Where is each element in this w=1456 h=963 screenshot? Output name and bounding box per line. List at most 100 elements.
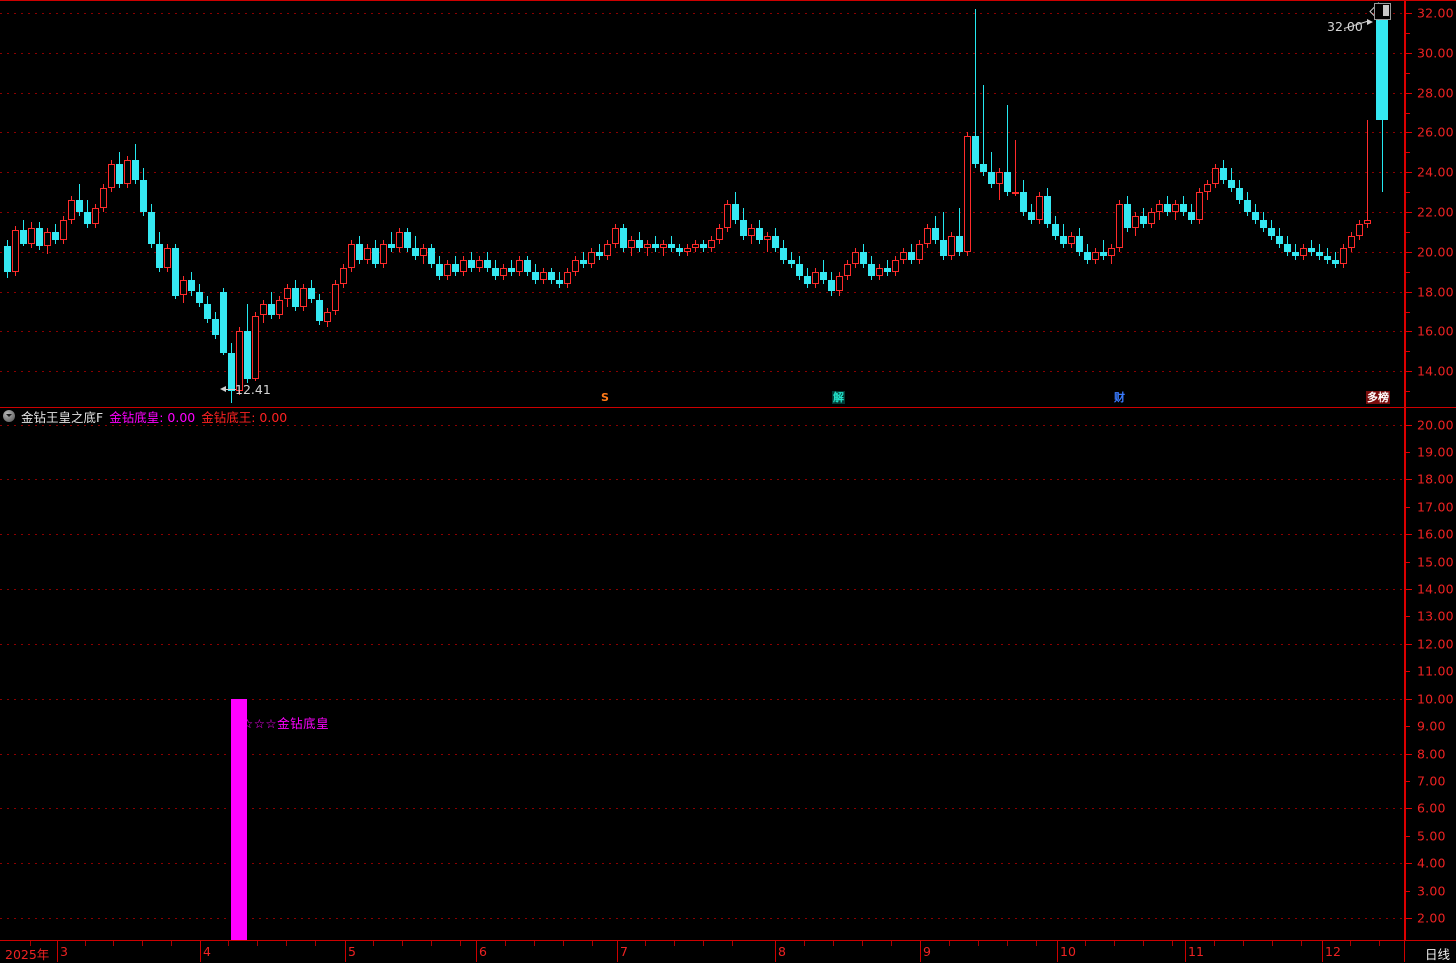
candle-wick bbox=[415, 235, 416, 260]
candle-body bbox=[684, 247, 691, 252]
candle-body bbox=[732, 204, 739, 220]
price-axis-line bbox=[1404, 1, 1406, 407]
candle-body bbox=[268, 303, 275, 316]
candle-wick bbox=[991, 152, 992, 189]
axis-tick-label: 28.00 bbox=[1417, 85, 1454, 100]
candle-body bbox=[1356, 223, 1363, 236]
news-marker-cai[interactable]: 财 bbox=[1114, 391, 1125, 404]
axis-tick bbox=[1406, 132, 1412, 134]
axis-tick-minor bbox=[1406, 451, 1410, 453]
axis-tick-minor bbox=[1406, 506, 1410, 508]
candle-body bbox=[124, 160, 131, 185]
news-marker-s[interactable]: S bbox=[601, 391, 609, 404]
candle-body bbox=[1244, 200, 1251, 212]
candle-body bbox=[148, 212, 155, 244]
time-tick-minor bbox=[1272, 941, 1273, 946]
axis-tick-label: 30.00 bbox=[1417, 45, 1454, 61]
time-tick-minor bbox=[833, 941, 834, 946]
axis-tick bbox=[1406, 331, 1412, 333]
candle-body bbox=[292, 287, 299, 308]
candle-body bbox=[620, 227, 627, 248]
axis-tick-label: 9.00 bbox=[1417, 718, 1446, 734]
axis-tick bbox=[1406, 698, 1412, 700]
time-axis-label: 8 bbox=[778, 944, 786, 959]
axis-tick bbox=[1406, 643, 1412, 645]
axis-tick-label: 2.00 bbox=[1417, 910, 1446, 926]
candle-body bbox=[1060, 235, 1067, 244]
candle-body bbox=[532, 271, 539, 280]
candle-body bbox=[180, 279, 187, 296]
candle-body bbox=[804, 275, 811, 284]
candle-body bbox=[356, 243, 363, 260]
candle-body bbox=[1364, 219, 1371, 224]
candle-body bbox=[876, 267, 883, 276]
panel-toggle-icon[interactable] bbox=[1374, 3, 1391, 20]
candle-body bbox=[212, 319, 219, 336]
axis-tick bbox=[1406, 371, 1412, 373]
axis-tick bbox=[1406, 424, 1412, 426]
time-tick-major bbox=[775, 941, 776, 962]
time-tick-minor bbox=[862, 941, 863, 946]
candle-body bbox=[764, 235, 771, 240]
axis-tick-minor bbox=[1406, 152, 1410, 154]
candle-body bbox=[444, 263, 451, 276]
period-separator bbox=[1404, 941, 1405, 962]
time-tick-minor bbox=[1379, 941, 1380, 946]
candle-body bbox=[428, 247, 435, 264]
top-border bbox=[0, 0, 1456, 1]
candle-body bbox=[940, 239, 947, 256]
time-tick-minor bbox=[30, 941, 31, 946]
price-y-axis[interactable]: 32.00 30.00 28.00 26.00 24.00 22.00 20.00 18.00… bbox=[1404, 1, 1456, 407]
candle-body bbox=[1140, 215, 1147, 224]
news-marker-jie[interactable]: 解 bbox=[832, 391, 845, 404]
candle-body bbox=[1348, 235, 1355, 248]
time-tick-minor bbox=[534, 941, 535, 946]
candle-wick bbox=[1007, 104, 1008, 196]
candle-wick bbox=[1367, 120, 1368, 228]
indicator-y-axis[interactable]: 20.00 19.00 18.00 17.00 16.00 15.00 14.00 13.00… bbox=[1404, 408, 1456, 940]
indicator-chart-panel[interactable]: ☆☆☆金钻底皇 bbox=[0, 408, 1404, 940]
axis-tick bbox=[1406, 808, 1412, 810]
candle-body bbox=[44, 231, 51, 246]
candle-body bbox=[788, 259, 795, 264]
candle-body bbox=[780, 247, 787, 260]
time-tick-minor bbox=[373, 941, 374, 946]
candle-body bbox=[1276, 235, 1283, 244]
axis-tick bbox=[1406, 479, 1412, 481]
time-tick-minor bbox=[113, 941, 114, 946]
candle-body bbox=[748, 227, 755, 236]
axis-tick-minor bbox=[1406, 112, 1410, 114]
candle-body bbox=[812, 271, 819, 284]
candle-wick bbox=[767, 231, 768, 252]
gridline bbox=[0, 331, 1404, 333]
time-tick-major bbox=[920, 941, 921, 962]
candle-wick bbox=[1319, 243, 1320, 260]
candle-body bbox=[412, 247, 419, 256]
axis-tick-label: 20.00 bbox=[1417, 417, 1454, 432]
news-marker-bang[interactable]: 多榜 bbox=[1366, 391, 1390, 404]
time-axis[interactable]: 日线 2025年 3 4 5 6 7 8 9 10 11 12 bbox=[0, 941, 1456, 962]
indicator-collapse-icon[interactable] bbox=[3, 410, 15, 422]
candle-body bbox=[1084, 251, 1091, 260]
candle-body bbox=[1196, 192, 1203, 220]
candle-body bbox=[84, 212, 91, 224]
time-axis-label: 2025年 bbox=[5, 947, 50, 962]
axis-tick bbox=[1406, 172, 1412, 174]
axis-tick-minor bbox=[1406, 780, 1410, 782]
candle-body bbox=[500, 267, 507, 276]
candle-body bbox=[20, 229, 27, 244]
candle-body bbox=[908, 251, 915, 260]
indicator-series-1: 金钻底皇: 0.00 bbox=[109, 409, 196, 425]
gridline bbox=[0, 52, 1404, 54]
axis-tick-label: 6.00 bbox=[1417, 800, 1446, 816]
candle-wick bbox=[1015, 140, 1016, 196]
gridline bbox=[0, 92, 1404, 94]
candle-body bbox=[932, 227, 939, 240]
candle-body bbox=[956, 235, 963, 252]
gridline bbox=[0, 753, 1404, 755]
candle-body bbox=[676, 247, 683, 252]
bottom-border bbox=[0, 940, 1456, 941]
candle-body bbox=[996, 172, 1003, 185]
period-label[interactable]: 日线 bbox=[1424, 947, 1450, 962]
